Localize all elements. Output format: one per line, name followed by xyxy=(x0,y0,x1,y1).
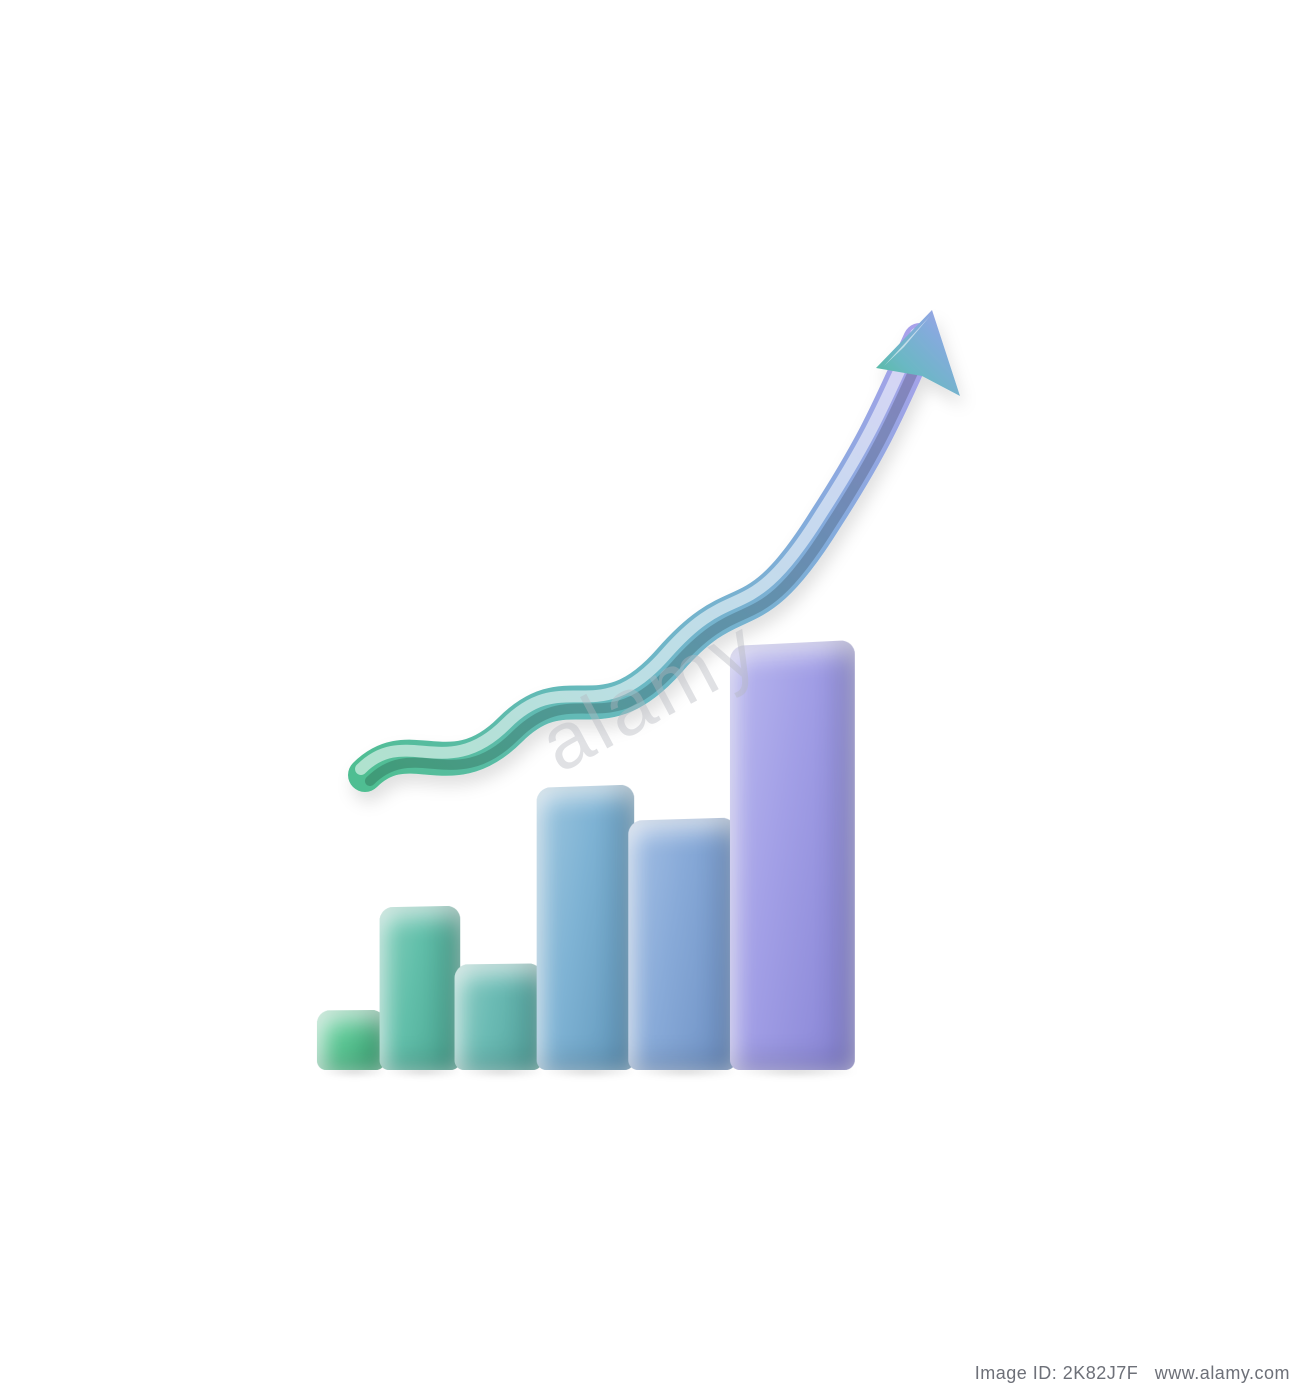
growth-arrow xyxy=(270,230,1050,930)
bar-1 xyxy=(317,1010,385,1070)
canvas: alamy Image ID: 2K82J7F www.alamy.com xyxy=(0,0,1300,1390)
bar-3 xyxy=(455,963,543,1070)
caption: Image ID: 2K82J7F www.alamy.com xyxy=(975,1363,1290,1384)
bar-2 xyxy=(380,906,461,1070)
growth-chart xyxy=(250,290,1050,1190)
image-id-label: Image ID: 2K82J7F xyxy=(975,1363,1139,1383)
site-label: www.alamy.com xyxy=(1155,1363,1290,1383)
